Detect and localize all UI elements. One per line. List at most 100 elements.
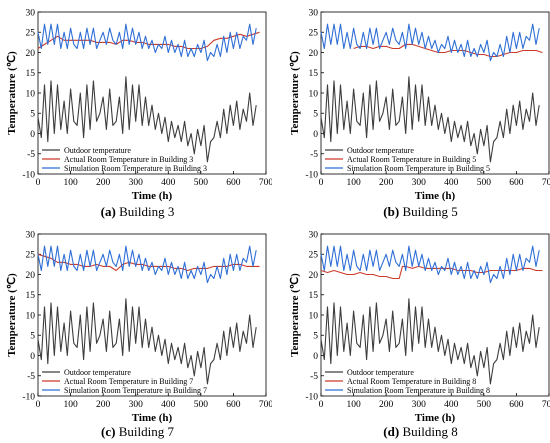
x-tick-label: 300: [129, 178, 144, 188]
panel-caption: (a) Building 3: [0, 204, 275, 220]
legend-label: Outdoor temperature: [64, 146, 131, 155]
x-tick-label: 300: [129, 400, 144, 410]
x-axis-label: Time (h): [415, 412, 456, 424]
series-line-3: [37, 245, 257, 284]
legend-label: Actual Room Temperature in Building 8: [347, 377, 476, 386]
x-tick-label: 600: [226, 400, 241, 410]
y-tick-label: 10: [26, 89, 36, 99]
y-tick-label: 5: [30, 332, 35, 342]
y-tick-label: 20: [309, 49, 319, 59]
chart-panel-3: 0 100 200 300 400 500 600 700 -10 -5 0 5 10 15 20 25 30 T…: [6, 230, 272, 424]
x-tick-label: 300: [412, 400, 427, 410]
panel-caption: (c) Building 7: [0, 424, 275, 440]
y-tick-label: 25: [309, 29, 319, 39]
y-tick-label: -10: [22, 392, 35, 402]
y-tick-label: 20: [26, 271, 36, 281]
chart-panel-4: 0 100 200 300 400 500 600 700 -10 -5 0 5 10 15 20 25 30 T…: [289, 230, 550, 424]
series-line-2: [37, 253, 260, 272]
y-tick-label: 5: [313, 332, 318, 342]
chart-panel-1: 0 100 200 300 400 500 600 700 -10 -5 0 5 10 15 20 25 30 T…: [6, 8, 272, 202]
x-tick-label: 100: [346, 400, 361, 410]
x-tick-label: 100: [63, 400, 78, 410]
legend-label: Outdoor temperature: [64, 368, 131, 377]
y-tick-label: -5: [310, 150, 318, 160]
x-tick-label: 200: [96, 178, 111, 188]
y-tick-label: 5: [30, 110, 35, 120]
x-tick-label: 200: [379, 178, 394, 188]
y-tick-label: 20: [309, 271, 319, 281]
x-tick-label: 500: [194, 178, 209, 188]
y-tick-label: 25: [26, 251, 36, 261]
panel-caption-id: (b): [383, 204, 400, 219]
x-tick-label: 0: [319, 178, 324, 188]
series-line-3: [37, 23, 257, 62]
series-line-1: [320, 76, 540, 163]
panel-caption-text: Building 7: [118, 424, 174, 439]
y-tick-label: 20: [26, 49, 36, 59]
panel-caption-text: Building 8: [402, 424, 458, 439]
x-tick-label: 100: [346, 178, 361, 188]
x-axis-label: Time (h): [132, 190, 173, 202]
y-axis-label: Temperature (℃): [6, 51, 18, 135]
panel-caption: (d) Building 8: [283, 424, 550, 440]
x-tick-label: 600: [226, 178, 241, 188]
x-tick-label: 400: [444, 400, 459, 410]
y-tick-label: 30: [26, 230, 36, 240]
legend-label: Simulation Room Temperature in Building …: [347, 386, 490, 395]
y-tick-label: 15: [26, 69, 36, 79]
y-tick-label: 15: [26, 291, 36, 301]
y-tick-label: 0: [313, 130, 318, 140]
x-tick-label: 200: [96, 400, 111, 410]
panel-caption-id: (d): [383, 424, 400, 439]
legend-label: Outdoor temperature: [347, 368, 414, 377]
y-tick-label: -5: [27, 150, 35, 160]
panel-caption-id: (a): [100, 204, 116, 219]
legend-label: Simulation Room Temperature in Building …: [64, 386, 207, 395]
y-tick-label: -10: [305, 170, 318, 180]
panel-caption-text: Building 3: [119, 204, 175, 219]
legend-label: Outdoor temperature: [347, 146, 414, 155]
y-tick-label: 10: [26, 311, 36, 321]
y-tick-label: -10: [22, 170, 35, 180]
y-tick-label: -10: [305, 392, 318, 402]
x-tick-label: 0: [36, 178, 41, 188]
x-tick-label: 700: [542, 178, 550, 188]
y-tick-label: 15: [309, 291, 319, 301]
x-tick-label: 100: [63, 178, 78, 188]
x-tick-label: 600: [509, 400, 524, 410]
y-tick-label: 0: [30, 352, 35, 362]
y-tick-label: -5: [27, 372, 35, 382]
y-tick-label: 0: [30, 130, 35, 140]
series-line-1: [37, 76, 257, 163]
chart-panel-2: 0 100 200 300 400 500 600 700 -10 -5 0 5 10 15 20 25 30 T…: [289, 8, 550, 202]
y-tick-label: 30: [309, 230, 319, 240]
x-tick-label: 600: [509, 178, 524, 188]
series-line-2: [37, 31, 260, 50]
x-tick-label: 700: [259, 400, 272, 410]
legend-label: Simulation Room Temperature in Building …: [347, 164, 490, 173]
series-line-3: [320, 23, 540, 62]
series-line-1: [320, 298, 540, 385]
y-tick-label: 25: [309, 251, 319, 261]
y-tick-label: 10: [309, 89, 319, 99]
y-tick-label: 0: [313, 352, 318, 362]
series-line-1: [37, 298, 257, 385]
panel-caption: (b) Building 5: [283, 204, 550, 220]
x-tick-label: 0: [36, 400, 41, 410]
y-tick-label: 25: [26, 29, 36, 39]
y-tick-label: 10: [309, 311, 319, 321]
x-tick-label: 400: [161, 400, 176, 410]
y-axis-label: Temperature (℃): [289, 273, 301, 357]
x-tick-label: 700: [259, 178, 272, 188]
legend-label: Actual Room Temperature in Building 5: [347, 155, 476, 164]
x-tick-label: 500: [477, 178, 492, 188]
x-tick-label: 0: [319, 400, 324, 410]
panel-caption-id: (c): [101, 424, 116, 439]
x-tick-label: 300: [412, 178, 427, 188]
x-tick-label: 700: [542, 400, 550, 410]
y-axis-label: Temperature (℃): [289, 51, 301, 135]
x-tick-label: 400: [444, 178, 459, 188]
series-line-2: [353, 43, 543, 58]
legend-label: Simulation Room Temperature in Building …: [64, 164, 207, 173]
